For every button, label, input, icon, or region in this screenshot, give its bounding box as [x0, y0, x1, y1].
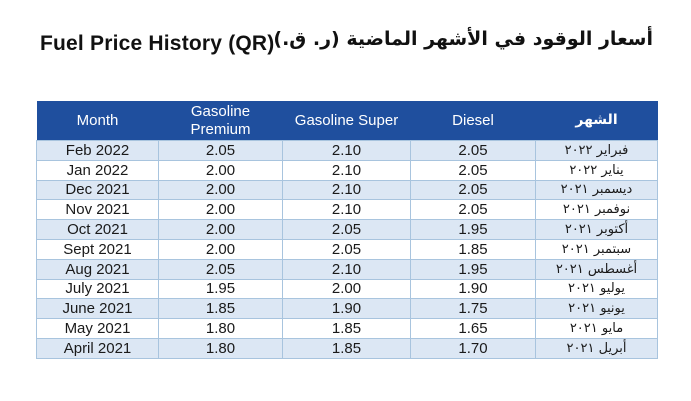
cell-gasoline-super: 2.05 [282, 219, 411, 240]
cell-diesel: 1.90 [410, 278, 536, 300]
page-title-arabic: أسعار الوقود في الأشهر الماضية (ر. ق.) [273, 28, 653, 50]
cell-month-ar: يوليو ٢٠٢١ [535, 278, 658, 300]
table-header-row: Month Gasoline Premium Gasoline Super Di… [36, 101, 658, 141]
table-row: July 2021 1.95 2.00 1.90 يوليو ٢٠٢١ [36, 278, 658, 300]
table-row: Oct 2021 2.00 2.05 1.95 أكتوبر ٢٠٢١ [36, 219, 658, 240]
cell-gasoline-super: 1.85 [282, 318, 411, 339]
table-row: May 2021 1.80 1.85 1.65 مايو ٢٠٢١ [36, 318, 658, 339]
cell-month: June 2021 [36, 298, 159, 320]
cell-diesel: 2.05 [410, 179, 536, 201]
cell-month-ar: أكتوبر ٢٠٢١ [535, 219, 658, 240]
table-row: June 2021 1.85 1.90 1.75 يونيو ٢٠٢١ [36, 298, 658, 320]
column-header-diesel: Diesel [410, 101, 536, 141]
cell-gasoline-super: 2.00 [282, 278, 411, 300]
cell-month: July 2021 [36, 278, 159, 300]
cell-diesel: 1.75 [410, 298, 536, 320]
cell-diesel: 1.95 [410, 258, 536, 280]
table-body: Feb 2022 2.05 2.10 2.05 فبراير ٢٠٢٢ Jan 2022 2… [36, 140, 658, 359]
cell-month-ar: فبراير ٢٠٢٢ [535, 140, 658, 161]
cell-month: Dec 2021 [36, 179, 159, 201]
table-row: Dec 2021 2.00 2.10 2.05 ديسمبر ٢٠٢١ [36, 179, 658, 201]
cell-month-ar: أبريل ٢٠٢١ [535, 337, 658, 359]
cell-diesel: 1.65 [410, 318, 536, 339]
cell-month-ar: سبتمبر ٢٠٢١ [535, 238, 658, 260]
cell-gasoline-premium: 2.00 [158, 219, 283, 240]
table-row: Nov 2021 2.00 2.10 2.05 نوفمبر ٢٠٢١ [36, 199, 658, 221]
cell-gasoline-super: 2.10 [282, 199, 411, 221]
cell-gasoline-super: 1.90 [282, 298, 411, 320]
column-header-gasoline-premium: Gasoline Premium [158, 101, 283, 141]
page-title-english: Fuel Price History (QR) [40, 32, 275, 55]
cell-month: April 2021 [36, 337, 159, 359]
cell-gasoline-premium: 2.00 [158, 238, 283, 260]
cell-month: Oct 2021 [36, 219, 159, 240]
table-row: Jan 2022 2.00 2.10 2.05 يناير ٢٠٢٢ [36, 159, 658, 181]
column-header-gasoline-super: Gasoline Super [282, 101, 411, 141]
cell-month-ar: أغسطس ٢٠٢١ [535, 258, 658, 280]
cell-gasoline-premium: 1.80 [158, 318, 283, 339]
cell-month: Nov 2021 [36, 199, 159, 221]
cell-diesel: 2.05 [410, 140, 536, 161]
cell-month-ar: مايو ٢٠٢١ [535, 318, 658, 339]
cell-gasoline-premium: 1.80 [158, 337, 283, 359]
cell-diesel: 2.05 [410, 199, 536, 221]
cell-gasoline-super: 2.10 [282, 159, 411, 181]
table-row: April 2021 1.80 1.85 1.70 أبريل ٢٠٢١ [36, 337, 658, 359]
cell-diesel: 1.95 [410, 219, 536, 240]
cell-month-ar: يونيو ٢٠٢١ [535, 298, 658, 320]
cell-month-ar: يناير ٢٠٢٢ [535, 159, 658, 181]
cell-diesel: 1.70 [410, 337, 536, 359]
cell-month: Sept 2021 [36, 238, 159, 260]
cell-diesel: 1.85 [410, 238, 536, 260]
cell-month: Aug 2021 [36, 258, 159, 280]
cell-gasoline-premium: 1.85 [158, 298, 283, 320]
cell-gasoline-super: 2.05 [282, 238, 411, 260]
cell-gasoline-premium: 2.00 [158, 159, 283, 181]
cell-gasoline-super: 2.10 [282, 140, 411, 161]
cell-gasoline-premium: 2.05 [158, 258, 283, 280]
cell-gasoline-premium: 2.00 [158, 179, 283, 201]
cell-gasoline-premium: 1.95 [158, 278, 283, 300]
cell-month: Jan 2022 [36, 159, 159, 181]
cell-month: Feb 2022 [36, 140, 159, 161]
cell-gasoline-super: 2.10 [282, 179, 411, 201]
table-row: Feb 2022 2.05 2.10 2.05 فبراير ٢٠٢٢ [36, 140, 658, 161]
cell-gasoline-super: 2.10 [282, 258, 411, 280]
cell-gasoline-premium: 2.05 [158, 140, 283, 161]
column-header-month: Month [36, 101, 159, 141]
cell-month-ar: نوفمبر ٢٠٢١ [535, 199, 658, 221]
table-row: Aug 2021 2.05 2.10 1.95 أغسطس ٢٠٢١ [36, 258, 658, 280]
cell-gasoline-super: 1.85 [282, 337, 411, 359]
column-header-month-arabic: الشهر [535, 101, 658, 141]
table-row: Sept 2021 2.00 2.05 1.85 سبتمبر ٢٠٢١ [36, 238, 658, 260]
cell-diesel: 2.05 [410, 159, 536, 181]
fuel-price-table: Month Gasoline Premium Gasoline Super Di… [36, 101, 658, 359]
cell-gasoline-premium: 2.00 [158, 199, 283, 221]
cell-month-ar: ديسمبر ٢٠٢١ [535, 179, 658, 201]
cell-month: May 2021 [36, 318, 159, 339]
